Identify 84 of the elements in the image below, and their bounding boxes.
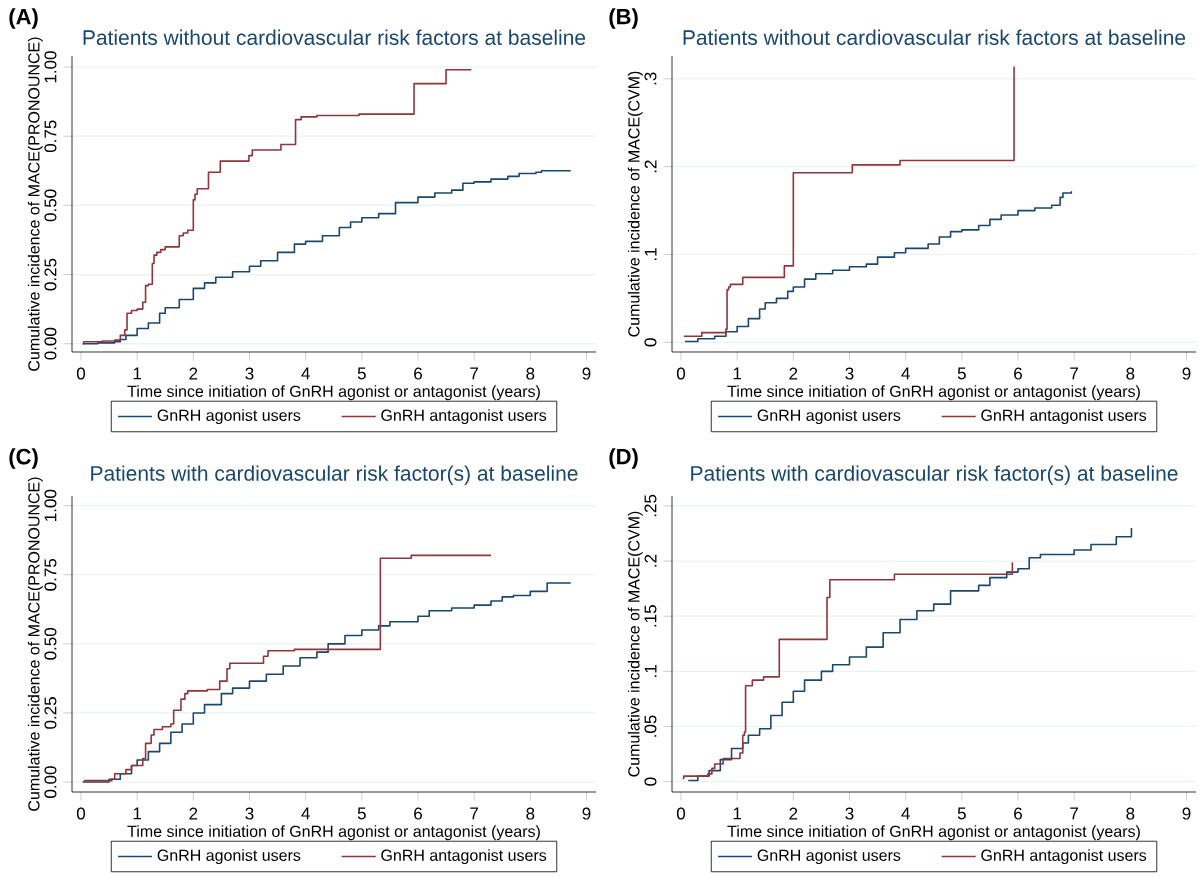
x-tick-label: 1 bbox=[733, 367, 742, 380]
x-tick-label: 3 bbox=[845, 807, 854, 820]
y-tick-label: .2 bbox=[644, 554, 657, 567]
x-tick-label: 3 bbox=[845, 367, 854, 380]
x-tick-label: 4 bbox=[901, 367, 910, 380]
y-tick-label: .2 bbox=[644, 160, 657, 173]
x-axis-title: Time since initiation of GnRH agonist or antagonist (years) bbox=[727, 385, 1140, 401]
y-tick-label: 0.50 bbox=[44, 189, 57, 222]
x-tick-label: 0 bbox=[76, 367, 86, 380]
x-tick-label: 1 bbox=[133, 807, 142, 820]
x-tick-label: 5 bbox=[357, 367, 366, 380]
x-tick-label: 8 bbox=[1126, 807, 1135, 820]
x-tick-label: 6 bbox=[414, 367, 422, 380]
x-tick-label: 7 bbox=[470, 367, 479, 380]
y-tick-label: .1 bbox=[644, 665, 657, 677]
legend-label: GnRH agonist users bbox=[157, 849, 301, 865]
x-tick-label: 4 bbox=[901, 807, 910, 820]
x-tick-label: 7 bbox=[1070, 807, 1079, 820]
x-axis-title: Time since initiation of GnRH agonist or antagonist (years) bbox=[127, 825, 540, 841]
y-axis-title: Cumulative incidence of MACE(PRONOUNCE) bbox=[27, 37, 43, 371]
text: (C) bbox=[9, 448, 38, 469]
legend-label: GnRH agonist users bbox=[157, 409, 301, 425]
y-axis-title: Cumulative incidence of MACE(PRONOUNCE) bbox=[27, 477, 43, 811]
x-tick-label: 1 bbox=[733, 807, 742, 820]
x-tick-label: 1 bbox=[133, 367, 142, 380]
x-tick-label: 5 bbox=[957, 807, 966, 820]
y-axis-title: Cumulative incidence of MACE(CVM) bbox=[627, 511, 643, 777]
text: (A) bbox=[9, 8, 38, 29]
x-tick-label: 9 bbox=[582, 807, 591, 820]
x-tick-label: 7 bbox=[470, 807, 479, 820]
y-tick-label: 0.00 bbox=[44, 327, 57, 360]
y-tick-label: .1 bbox=[644, 248, 657, 261]
x-tick-label: 6 bbox=[1014, 367, 1022, 380]
y-tick-label: 0.25 bbox=[44, 258, 57, 291]
x-tick-label: 2 bbox=[789, 807, 798, 820]
y-tick-label: 1.00 bbox=[44, 489, 57, 521]
x-tick-label: 2 bbox=[789, 367, 798, 380]
y-tick-label: 0 bbox=[644, 777, 657, 786]
x-tick-label: 4 bbox=[301, 367, 310, 380]
x-tick-label: 6 bbox=[414, 807, 422, 820]
x-tick-label: 9 bbox=[1182, 367, 1191, 380]
legend-label: GnRH antagonist users bbox=[981, 409, 1147, 425]
x-tick-label: 0 bbox=[676, 367, 686, 380]
x-tick-label: 3 bbox=[245, 367, 254, 380]
text: (D) bbox=[609, 448, 638, 469]
legend-label: GnRH antagonist users bbox=[381, 849, 547, 865]
legend-label: GnRH agonist users bbox=[757, 849, 901, 865]
y-tick-label: 1.00 bbox=[44, 51, 57, 83]
y-tick-label: .05 bbox=[644, 715, 657, 737]
x-tick-label: 5 bbox=[357, 807, 366, 820]
x-tick-label: 7 bbox=[1070, 367, 1079, 380]
x-tick-label: 9 bbox=[582, 367, 591, 380]
legend-label: GnRH antagonist users bbox=[381, 409, 547, 425]
text: (B) bbox=[609, 8, 638, 29]
x-tick-label: 9 bbox=[1182, 807, 1191, 820]
x-tick-label: 4 bbox=[301, 807, 310, 820]
y-tick-label: .15 bbox=[644, 605, 657, 627]
y-tick-label: 0.25 bbox=[44, 697, 57, 729]
x-tick-label: 6 bbox=[1014, 807, 1022, 820]
y-axis-title: Cumulative incidence of MACE(CVM) bbox=[627, 71, 643, 337]
y-tick-label: 0.00 bbox=[44, 766, 57, 798]
x-tick-label: 5 bbox=[957, 367, 966, 380]
x-tick-label: 8 bbox=[1126, 367, 1135, 380]
chart-title: Patients without cardiovascular risk factors at baseline bbox=[83, 29, 586, 46]
y-tick-label: 0 bbox=[644, 338, 657, 347]
chart-title: Patients without cardiovascular risk factors at baseline bbox=[683, 29, 1186, 46]
y-tick-label: .25 bbox=[644, 494, 657, 517]
x-axis-title: Time since initiation of GnRH agonist or antagonist (years) bbox=[727, 825, 1140, 841]
x-axis-title: Time since initiation of GnRH agonist or antagonist (years) bbox=[127, 385, 540, 401]
legend-label: GnRH agonist users bbox=[757, 409, 901, 425]
x-tick-label: 8 bbox=[526, 807, 535, 820]
x-tick-label: 0 bbox=[676, 807, 686, 820]
y-tick-label: 0.75 bbox=[44, 558, 57, 591]
x-tick-label: 2 bbox=[189, 367, 198, 380]
legend-label: GnRH antagonist users bbox=[981, 849, 1147, 865]
chart-title: Patients with cardiovascular risk factor(s) at baseline bbox=[91, 465, 578, 485]
x-tick-label: 3 bbox=[245, 807, 254, 820]
x-tick-label: 0 bbox=[76, 807, 86, 820]
y-tick-label: 0.50 bbox=[44, 627, 57, 660]
y-tick-label: .3 bbox=[644, 72, 657, 85]
x-tick-label: 2 bbox=[189, 807, 198, 820]
chart-title: Patients with cardiovascular risk factor(s) at baseline bbox=[691, 465, 1178, 485]
x-tick-label: 8 bbox=[526, 367, 535, 380]
y-tick-label: 0.75 bbox=[44, 120, 57, 153]
